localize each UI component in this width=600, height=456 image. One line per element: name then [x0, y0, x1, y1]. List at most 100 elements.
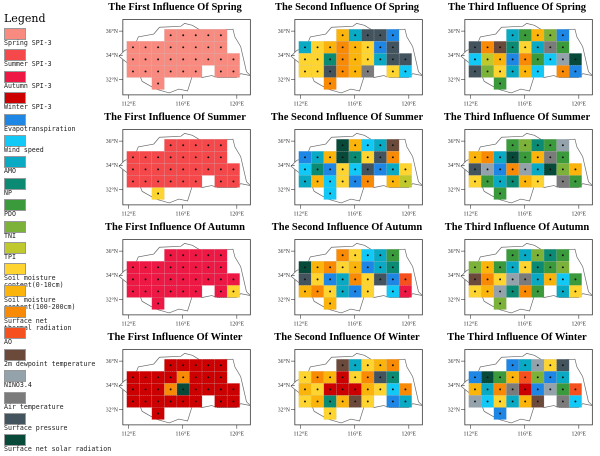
lon-tick-label: 116°E: [518, 431, 533, 438]
significance-dot: [169, 144, 172, 147]
lat-tick-label: 34°N: [278, 162, 291, 169]
significance-dot: [499, 58, 502, 61]
panel-title: The First Influence Of Autumn: [104, 222, 245, 233]
significance-dot: [169, 278, 172, 281]
lat-tick-label: 36°N: [448, 358, 461, 365]
significance-dot: [561, 254, 564, 257]
significance-dot: [536, 290, 539, 293]
significance-dot: [561, 376, 564, 379]
significance-dot: [574, 58, 577, 61]
lon-tick-label: 112°E: [463, 101, 478, 108]
legend-label: PDO: [4, 210, 16, 219]
significance-dot: [182, 70, 185, 73]
legend-swatch: [4, 70, 26, 83]
significance-dot: [499, 46, 502, 49]
legend-label: Surface net solar radiation: [4, 445, 112, 454]
significance-dot: [316, 278, 319, 281]
significance-dot: [329, 278, 332, 281]
significance-dot: [561, 290, 564, 293]
significance-dot: [354, 266, 357, 269]
significance-dot: [391, 400, 394, 403]
significance-dot: [536, 144, 539, 147]
significance-dot: [549, 34, 552, 37]
legend-swatch: [4, 113, 26, 126]
significance-dot: [207, 364, 210, 367]
lat-tick-label: 32°N: [278, 406, 291, 413]
legend-swatch: [4, 348, 26, 361]
significance-dot: [157, 412, 160, 415]
map-panel: The Third Influence Of Summer 36°N 34°N 32°…: [432, 110, 600, 220]
significance-dot: [144, 290, 147, 293]
significance-dot: [207, 34, 210, 37]
significance-dot: [499, 168, 502, 171]
significance-dot: [366, 156, 369, 159]
panel-title: The First Influence Of Spring: [108, 2, 242, 13]
significance-dot: [232, 400, 235, 403]
significance-dot: [486, 266, 489, 269]
lon-tick-label: 112°E: [293, 211, 308, 218]
significance-dot: [157, 156, 160, 159]
significance-dot: [169, 70, 172, 73]
legend-label: Evapotranspiration: [4, 124, 76, 133]
significance-dot: [169, 266, 172, 269]
significance-dot: [219, 58, 222, 61]
significance-dot: [354, 46, 357, 49]
significance-dot: [316, 400, 319, 403]
lat-tick-label: 34°N: [448, 272, 461, 279]
significance-dot: [404, 168, 407, 171]
legend-swatch: [4, 241, 26, 254]
significance-dot: [219, 180, 222, 183]
lon-tick-label: 116°E: [176, 101, 191, 108]
map-panel: The Second Influence Of Winter 36°N 34°N 32…: [262, 330, 432, 440]
significance-dot: [499, 82, 502, 85]
significance-dot: [194, 290, 197, 293]
significance-dot: [561, 266, 564, 269]
significance-dot: [511, 58, 514, 61]
lat-tick-label: 34°N: [448, 52, 461, 59]
significance-dot: [194, 156, 197, 159]
significance-dot: [194, 400, 197, 403]
significance-dot: [499, 180, 502, 183]
lat-tick-label: 32°N: [448, 406, 461, 413]
significance-dot: [524, 376, 527, 379]
legend-item: Summer SPI-3: [4, 49, 112, 70]
significance-dot: [329, 58, 332, 61]
significance-dot: [486, 290, 489, 293]
lat-tick-label: 32°N: [106, 186, 119, 193]
significance-dot: [354, 58, 357, 61]
significance-dot: [499, 192, 502, 195]
significance-dot: [232, 168, 235, 171]
significance-dot: [366, 180, 369, 183]
significance-dot: [379, 156, 382, 159]
significance-dot: [366, 168, 369, 171]
significance-dot: [354, 254, 357, 257]
significance-dot: [391, 266, 394, 269]
legend-swatch: [4, 434, 26, 447]
significance-dot: [169, 376, 172, 379]
significance-dot: [536, 376, 539, 379]
significance-dot: [549, 46, 552, 49]
significance-dot: [574, 70, 577, 73]
significance-dot: [219, 144, 222, 147]
significance-dot: [207, 254, 210, 257]
significance-dot: [379, 254, 382, 257]
significance-dot: [379, 364, 382, 367]
significance-dot: [132, 46, 134, 49]
significance-dot: [194, 70, 197, 73]
legend-title: Legend: [4, 12, 46, 25]
significance-dot: [194, 34, 197, 37]
lat-tick-label: 32°N: [106, 406, 119, 413]
significance-dot: [524, 278, 527, 281]
significance-dot: [341, 168, 344, 171]
significance-dot: [194, 58, 197, 61]
legend-label: TPI: [4, 252, 16, 261]
map-panel: The First Influence Of Spring 36°N 34°N 32°…: [90, 0, 260, 110]
significance-dot: [499, 302, 502, 305]
significance-dot: [474, 46, 476, 49]
lon-tick-label: 120°E: [230, 321, 245, 328]
significance-dot: [511, 364, 514, 367]
lat-tick-label: 34°N: [448, 162, 461, 169]
significance-dot: [144, 376, 147, 379]
significance-dot: [304, 58, 306, 61]
lat-tick-label: 34°N: [106, 382, 119, 389]
